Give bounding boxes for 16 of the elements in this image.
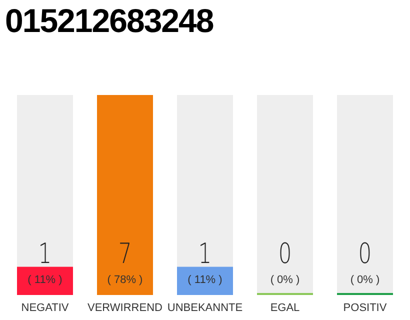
data-label: ( 0% ) [270,274,300,286]
annotation: 7 [118,236,132,270]
annotation: 0 [278,236,292,270]
data-label: ( 11% ) [28,274,62,286]
x-tick-label: UNBEKANNTE [167,302,243,314]
x-tick-label: VERWIRREND [88,302,163,314]
annotation: 1 [38,236,52,270]
x-tick-label: NEGATIV [21,302,70,314]
annotation: 1 [198,236,212,270]
data-label: ( 11% ) [188,274,222,286]
data-label: ( 78% ) [107,274,143,286]
x-tick-label: EGAL [270,302,300,314]
x-tick-label: POSITIV [343,302,388,314]
chart-title: 015212683248 [5,2,214,40]
annotation: 0 [358,236,372,270]
data-label: ( 0% ) [350,274,380,286]
